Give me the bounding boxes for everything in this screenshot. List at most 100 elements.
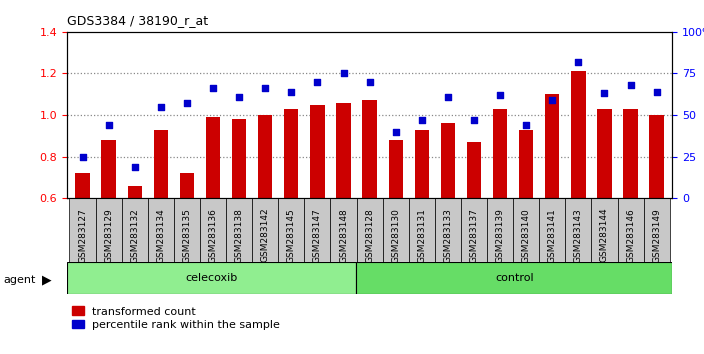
Bar (617, 198, 643, 262)
Point (625, 82, 636, 88)
Bar (304, 198, 330, 262)
Bar (127, 186, 142, 198)
Bar (565, 198, 591, 262)
Text: GSM283140: GSM283140 (522, 208, 531, 263)
Bar (337, 103, 351, 198)
Text: GSM283146: GSM283146 (626, 208, 635, 263)
Point (338, 71, 349, 76)
Point (520, 122, 532, 128)
Bar (232, 119, 246, 198)
Bar (148, 198, 174, 262)
Point (599, 91, 610, 96)
Bar (96, 198, 122, 262)
Bar (363, 101, 377, 198)
Bar (571, 72, 586, 198)
Point (286, 89, 297, 95)
Bar (284, 109, 298, 198)
Point (208, 86, 219, 91)
Point (182, 101, 193, 106)
Bar (493, 109, 508, 198)
Bar (206, 117, 220, 198)
Text: GSM283128: GSM283128 (365, 208, 374, 263)
Text: GSM283144: GSM283144 (600, 208, 609, 262)
Point (416, 117, 427, 123)
Point (129, 164, 140, 170)
Text: control: control (495, 273, 534, 283)
Bar (310, 105, 325, 198)
Point (364, 79, 375, 85)
Bar (383, 198, 409, 262)
Bar (101, 140, 116, 198)
Bar (409, 198, 435, 262)
Bar (513, 198, 539, 262)
Bar (415, 130, 429, 198)
Point (103, 122, 114, 128)
Point (234, 94, 245, 99)
Text: GSM283139: GSM283139 (496, 208, 505, 263)
Text: GSM283136: GSM283136 (208, 208, 218, 263)
Bar (122, 198, 148, 262)
Bar (539, 198, 565, 262)
Bar (591, 198, 617, 262)
Text: ▶: ▶ (42, 273, 52, 286)
Bar (356, 198, 383, 262)
Bar (200, 198, 226, 262)
Bar (226, 198, 252, 262)
Text: agent: agent (4, 275, 36, 285)
Text: GSM283135: GSM283135 (182, 208, 191, 263)
Bar (441, 124, 455, 198)
Text: GSM283132: GSM283132 (130, 208, 139, 263)
Point (77, 154, 88, 159)
Text: GSM283147: GSM283147 (313, 208, 322, 263)
Text: GDS3384 / 38190_r_at: GDS3384 / 38190_r_at (67, 14, 208, 27)
Text: GSM283149: GSM283149 (652, 208, 661, 263)
Text: GSM283134: GSM283134 (156, 208, 165, 263)
Text: celecoxib: celecoxib (186, 273, 238, 283)
Bar (643, 198, 670, 262)
Bar (70, 198, 96, 262)
Bar (174, 198, 200, 262)
Text: GSM283138: GSM283138 (234, 208, 244, 263)
Bar (623, 109, 638, 198)
Bar (435, 198, 461, 262)
Bar (67, 262, 356, 294)
Bar (519, 130, 534, 198)
Bar (278, 198, 304, 262)
Point (651, 89, 662, 95)
Point (260, 86, 271, 91)
Text: GSM283131: GSM283131 (417, 208, 427, 263)
Bar (330, 198, 356, 262)
Bar (180, 173, 194, 198)
Bar (252, 198, 278, 262)
Text: GSM283137: GSM283137 (470, 208, 479, 263)
Text: GSM283127: GSM283127 (78, 208, 87, 263)
Point (494, 92, 505, 98)
Bar (650, 115, 664, 198)
Text: GSM283129: GSM283129 (104, 208, 113, 263)
Bar (545, 94, 560, 198)
Bar (389, 140, 403, 198)
Point (468, 117, 479, 123)
Text: GSM283142: GSM283142 (260, 208, 270, 262)
Bar (597, 109, 612, 198)
Point (573, 59, 584, 65)
Point (312, 79, 323, 85)
Text: GSM283130: GSM283130 (391, 208, 400, 263)
Text: GSM283143: GSM283143 (574, 208, 583, 263)
Text: GSM283148: GSM283148 (339, 208, 348, 263)
Bar (75, 173, 89, 198)
Bar (356, 262, 672, 294)
Point (390, 129, 401, 135)
Bar (461, 198, 487, 262)
Legend: transformed count, percentile rank within the sample: transformed count, percentile rank withi… (73, 307, 280, 330)
Text: GSM283141: GSM283141 (548, 208, 557, 263)
Bar (258, 115, 272, 198)
Bar (153, 130, 168, 198)
Point (442, 94, 453, 99)
Bar (487, 198, 513, 262)
Text: GSM283133: GSM283133 (444, 208, 453, 263)
Point (155, 104, 166, 110)
Bar (467, 142, 481, 198)
Point (546, 97, 558, 103)
Text: GSM283145: GSM283145 (287, 208, 296, 263)
